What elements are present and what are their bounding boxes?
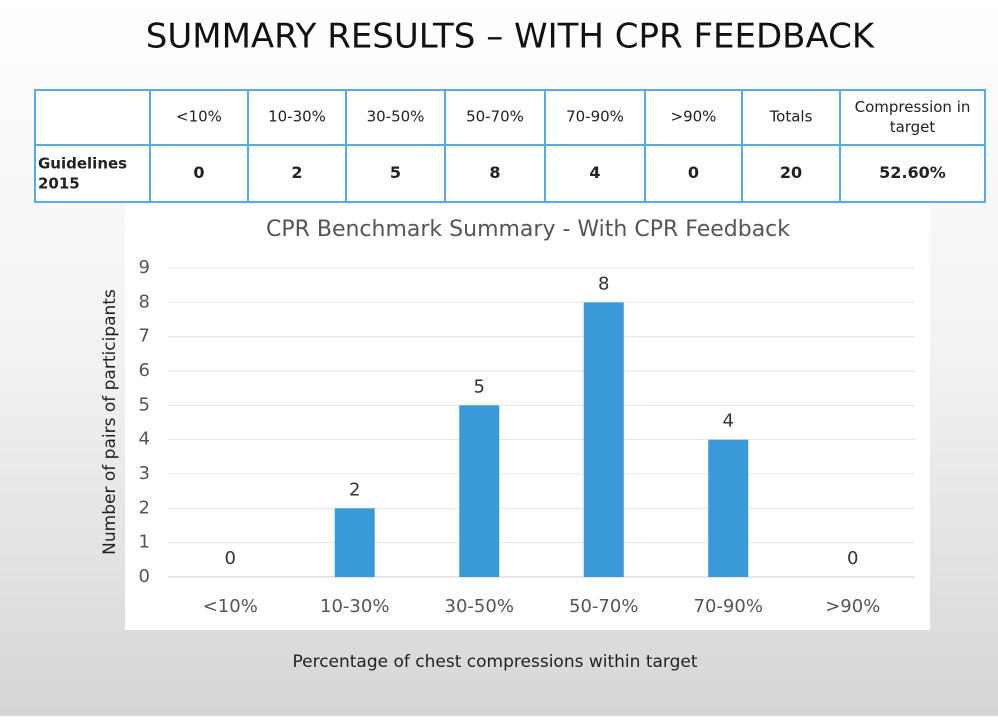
bar	[459, 405, 500, 577]
y-tick-label: 6	[139, 360, 150, 381]
chart: CPR Benchmark Summary - With CPR Feedbac…	[100, 217, 915, 672]
table-cell: 5	[390, 163, 401, 182]
text-line: Compression in	[855, 98, 971, 116]
table-cell: 2	[291, 163, 302, 182]
x-tick-label: 70-90%	[694, 596, 763, 617]
table-cell: 0	[193, 163, 204, 182]
table-header: 30-50%	[367, 108, 425, 126]
y-tick-label: 3	[139, 463, 150, 484]
text-line: target	[890, 118, 936, 136]
data-label: 8	[598, 273, 609, 294]
table-header: Compression in target	[855, 98, 971, 136]
y-tick-label: 2	[139, 497, 150, 518]
x-tick-label: 50-70%	[569, 596, 638, 617]
table-cell: 20	[780, 163, 802, 182]
y-tick-label: 7	[139, 326, 150, 347]
data-label: 2	[349, 479, 360, 500]
data-label: 0	[847, 548, 858, 569]
row-label: Guidelines 2015	[38, 154, 127, 192]
bar	[334, 508, 375, 577]
table-header: 70-90%	[566, 108, 624, 126]
bar	[708, 439, 749, 577]
text-line: 2015	[38, 174, 80, 192]
bar	[583, 302, 624, 577]
x-tick-label: 30-50%	[445, 596, 514, 617]
slide-title: SUMMARY RESULTS – WITH CPR FEEDBACK	[146, 17, 876, 57]
table-cell: 0	[688, 163, 699, 182]
y-tick-label: 5	[139, 394, 150, 415]
x-axis-label: Percentage of chest compressions within …	[292, 652, 697, 672]
x-tick-label: 10-30%	[320, 596, 389, 617]
table-header: <10%	[176, 108, 222, 126]
y-tick-label: 9	[139, 257, 150, 278]
data-label: 4	[723, 411, 734, 432]
x-tick-label: >90%	[825, 596, 880, 617]
data-label: 5	[474, 376, 485, 397]
text-line: Guidelines	[38, 154, 127, 172]
table-header: 50-70%	[466, 108, 524, 126]
table-cell: 8	[489, 163, 500, 182]
chart-title: CPR Benchmark Summary - With CPR Feedbac…	[266, 217, 790, 242]
data-label: 0	[225, 548, 236, 569]
y-tick-label: 8	[139, 291, 150, 312]
table-cell: 52.60%	[879, 163, 946, 182]
table-header: 10-30%	[268, 108, 326, 126]
table-header: Totals	[769, 108, 813, 126]
y-tick-label: 4	[139, 429, 150, 450]
summary-table: <10% 10-30% 30-50% 50-70% 70-90% >90% Totals Co…	[34, 89, 986, 203]
y-axis-label: Number of pairs of participants	[100, 289, 120, 555]
y-tick-label: 1	[139, 532, 150, 553]
table-cell: 4	[589, 163, 600, 182]
x-tick-label: <10%	[203, 596, 258, 617]
y-tick-label: 0	[139, 566, 150, 587]
table-header: >90%	[671, 108, 717, 126]
chart-panel	[125, 205, 930, 630]
